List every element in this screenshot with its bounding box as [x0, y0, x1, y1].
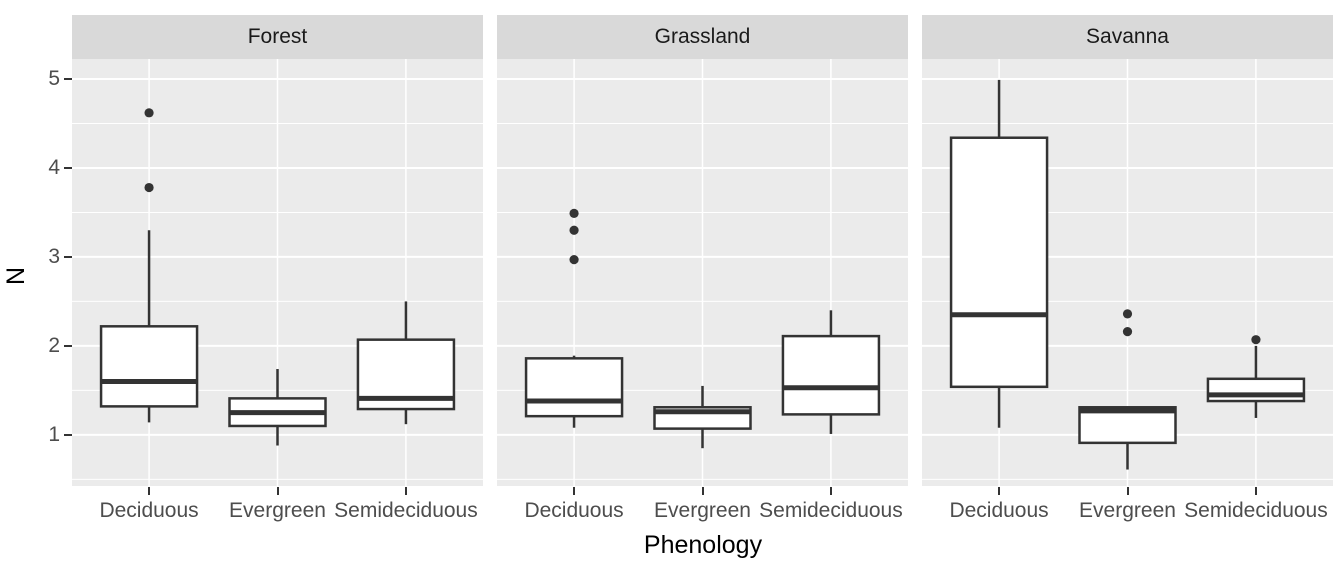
y-tick-mark	[64, 78, 72, 81]
box-iqr	[1206, 377, 1306, 403]
x-tick-mark	[829, 487, 832, 495]
y-tick-label: 1	[48, 422, 60, 446]
outlier-point	[569, 225, 579, 235]
x-tick-mark	[701, 487, 704, 495]
box-iqr	[949, 136, 1049, 389]
y-tick-label: 4	[48, 155, 60, 179]
x-category-label: Evergreen	[1079, 499, 1176, 522]
outlier-point	[144, 108, 154, 118]
x-category-label: Evergreen	[229, 499, 326, 522]
y-tick-label: 5	[48, 67, 60, 91]
outlier-point	[1122, 309, 1133, 319]
outlier-point	[569, 208, 579, 218]
x-tick-mark	[998, 487, 1001, 495]
box-iqr	[524, 357, 624, 418]
x-category-label: Deciduous	[524, 499, 624, 522]
y-tick-mark	[64, 166, 72, 169]
y-tick-label: 2	[48, 333, 60, 357]
facet-panel	[922, 59, 1333, 486]
outlier-point	[144, 182, 154, 193]
x-category-label: Semideciduous	[759, 499, 903, 522]
x-category-label: Evergreen	[654, 499, 751, 522]
y-tick-mark	[64, 344, 72, 347]
x-category-label: Semideciduous	[1184, 499, 1328, 522]
x-tick-mark	[404, 487, 407, 495]
y-tick-mark	[64, 255, 72, 258]
outlier-point	[569, 255, 579, 265]
y-tick-label: 3	[48, 244, 60, 268]
y-tick-mark	[64, 433, 72, 436]
facet-panel	[72, 59, 483, 486]
x-category-label: Deciduous	[949, 499, 1049, 522]
x-tick-mark	[148, 487, 151, 495]
facet-strip-label: Grassland	[497, 15, 908, 59]
x-axis-title: Phenology	[643, 531, 763, 559]
x-tick-mark	[1254, 487, 1257, 495]
box-iqr	[781, 334, 881, 416]
outlier-point	[1122, 327, 1133, 337]
box-iqr	[99, 325, 199, 408]
facet-strip-label: Forest	[72, 15, 483, 59]
x-tick-mark	[1126, 487, 1129, 495]
x-tick-mark	[276, 487, 279, 495]
x-category-label: Deciduous	[99, 499, 199, 522]
x-category-label: Semideciduous	[334, 499, 478, 522]
facet-panel	[497, 59, 908, 486]
outlier-point	[1251, 335, 1261, 345]
x-tick-mark	[573, 487, 576, 495]
facet-strip-label: Savanna	[922, 15, 1333, 59]
